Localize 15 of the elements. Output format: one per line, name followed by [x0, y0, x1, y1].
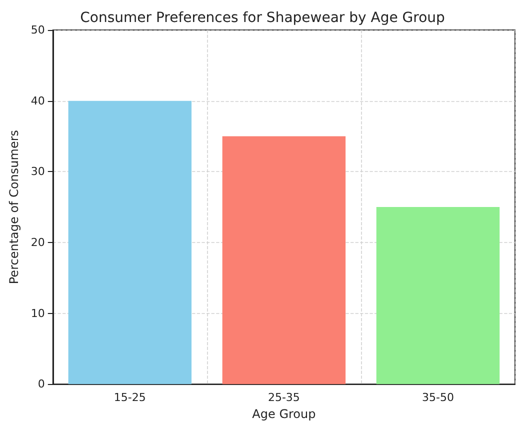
x-tick-label: 35-50: [422, 391, 454, 404]
bar: [222, 136, 346, 384]
y-tick-label: 30: [30, 165, 45, 178]
y-tick-label: 10: [30, 306, 45, 320]
x-tick-label: 25-35: [268, 391, 300, 404]
y-tick-label: 50: [30, 24, 45, 36]
chart-title: Consumer Preferences for Shapewear by Age Group: [80, 10, 445, 26]
y-tick-label: 40: [30, 94, 45, 108]
y-axis-title: Percentage of Consumers: [7, 130, 21, 284]
bar: [68, 100, 192, 384]
x-axis-title: Age Group: [252, 407, 316, 421]
bar: [376, 207, 500, 384]
y-tick-label: 20: [30, 236, 45, 249]
y-tick-label: 0: [38, 378, 45, 391]
x-tick-label: 15-25: [114, 391, 146, 404]
